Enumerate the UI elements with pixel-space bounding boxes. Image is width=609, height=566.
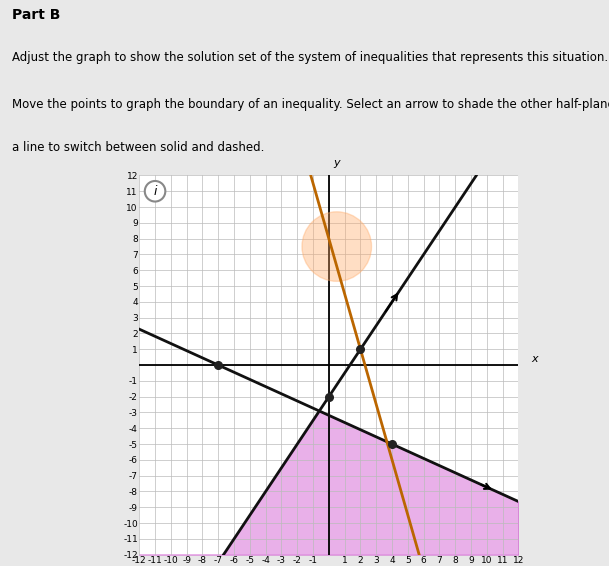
Text: Adjust the graph to show the solution set of the system of inequalities that rep: Adjust the graph to show the solution se…	[12, 51, 608, 64]
Circle shape	[145, 181, 165, 201]
Text: i: i	[153, 185, 157, 198]
Text: x: x	[531, 354, 538, 364]
Text: y: y	[334, 158, 340, 168]
Text: a line to switch between solid and dashed.: a line to switch between solid and dashe…	[12, 141, 264, 154]
Circle shape	[302, 212, 371, 281]
Text: Part B: Part B	[12, 8, 60, 23]
Text: Move the points to graph the boundary of an inequality. Select an arrow to shade: Move the points to graph the boundary of…	[12, 98, 609, 112]
